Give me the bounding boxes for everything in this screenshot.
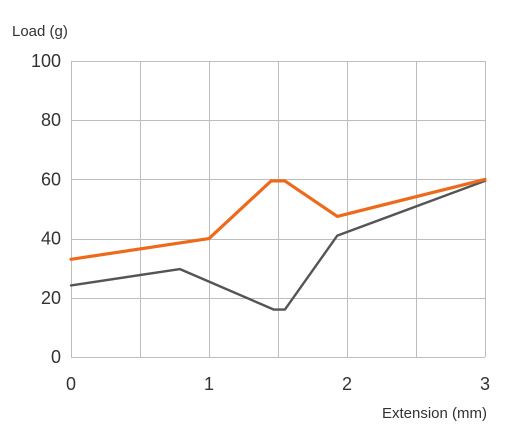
x-axis-title: Extension (mm) [382,405,487,422]
x-tick-label: 0 [66,374,76,394]
y-tick-label: 20 [41,288,61,308]
series-line-1 [69,177,487,261]
x-tick-label: 2 [342,374,352,394]
y-tick-label: 60 [41,169,61,189]
y-tick-label: 80 [41,110,61,130]
y-tick-label: 100 [31,51,61,71]
y-tick-labels: 0 20 40 60 80 100 [31,51,61,367]
x-tick-labels: 0 1 2 3 [66,374,490,394]
grid-layer [71,61,486,358]
x-tick-label: 3 [480,374,490,394]
series-line-2 [69,179,487,311]
y-axis-title: Load (g) [12,23,68,40]
series-layer [69,177,487,311]
y-tick-label: 40 [41,229,61,249]
y-tick-label: 0 [51,347,61,367]
x-tick-label: 1 [204,374,214,394]
